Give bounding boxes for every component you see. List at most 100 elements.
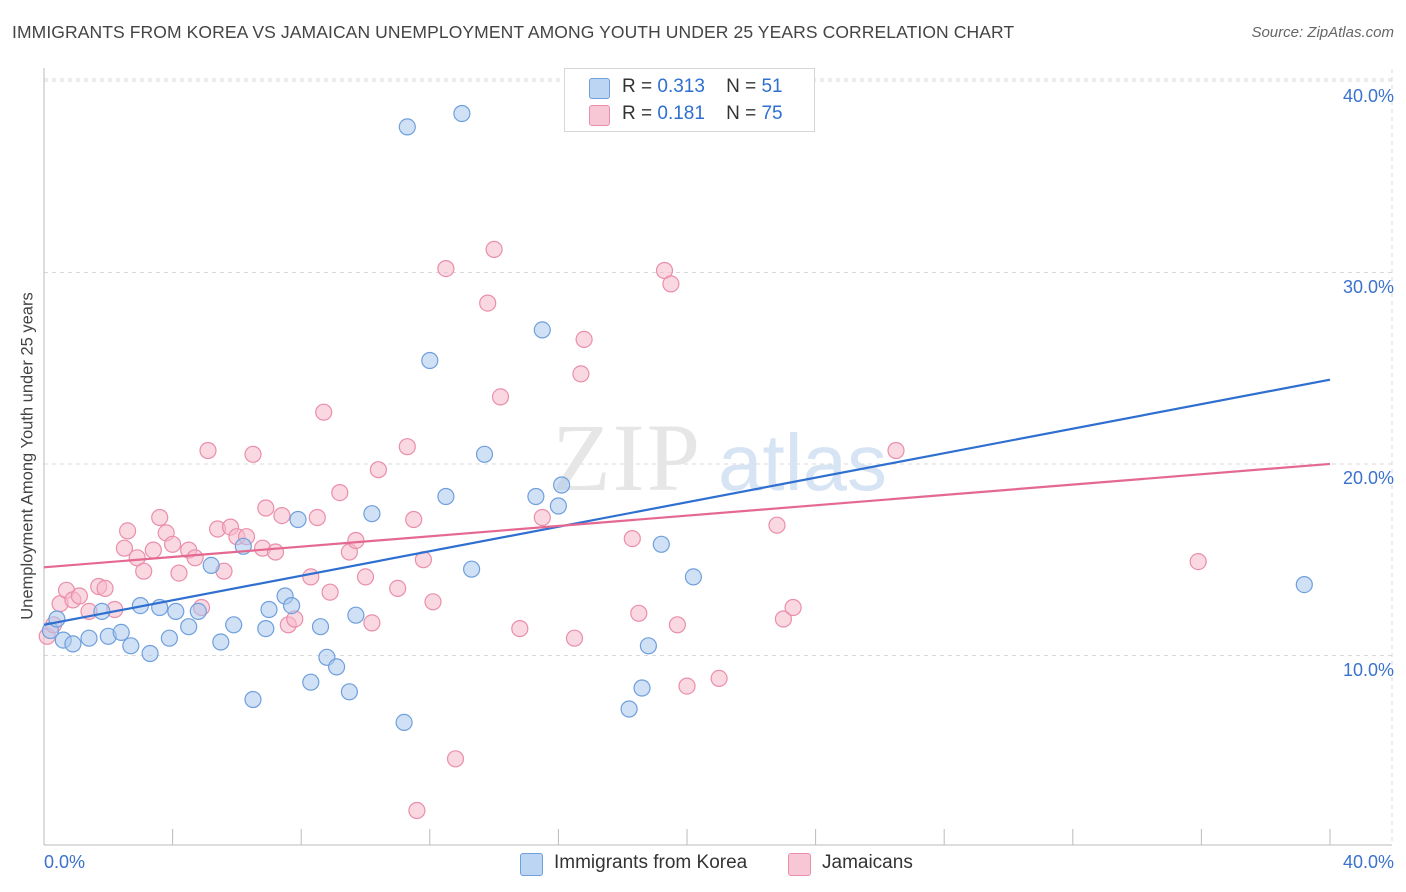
jamaica-point-38 (321, 583, 339, 601)
korea-point-45 (633, 679, 651, 697)
jamaica-point-20 (186, 549, 204, 567)
jamaica-point-69 (774, 610, 793, 628)
x-tick-label-min: 0.0% (44, 852, 86, 872)
korea-point-27 (311, 618, 330, 636)
korea-point-46 (639, 637, 658, 655)
korea-point-33 (395, 713, 413, 732)
jamaica-point-44 (369, 461, 387, 479)
korea-point-39 (475, 445, 494, 463)
jamaica-point-65 (668, 616, 687, 634)
jamaica-point-18 (170, 564, 188, 582)
jamaica-point-52 (446, 750, 465, 768)
jamaica-point-61 (623, 529, 641, 548)
jamaica-point-5 (70, 587, 89, 605)
korea-point-13 (167, 602, 185, 621)
korea-point-25 (289, 510, 307, 529)
korea-r-label: R = (622, 76, 653, 97)
jamaica-point-17 (164, 535, 182, 553)
korea-point-22 (260, 600, 278, 619)
korea-point-16 (202, 556, 220, 575)
jamaica-point-31 (266, 543, 285, 561)
y-tick-label-40: 40.0% (1342, 86, 1394, 106)
jamaica-point-68 (768, 516, 786, 534)
grid (44, 69, 1393, 845)
korea-point-38 (463, 560, 481, 578)
jamaica-point-35 (302, 568, 320, 586)
jamaica-point-46 (398, 438, 416, 456)
korea-point-48 (684, 568, 703, 586)
jamaica-point-59 (572, 365, 590, 383)
korea-point-8 (122, 637, 140, 655)
jamaica-point-10 (115, 539, 134, 557)
korea-point-47 (652, 535, 670, 553)
jamaica-point-36 (308, 508, 326, 527)
jamaica-swatch (589, 105, 610, 126)
jamaica-point-43 (363, 614, 381, 632)
trend-lines (43, 378, 1331, 626)
jamaica-point-45 (389, 579, 407, 598)
jamaica-trend-line (43, 462, 1331, 569)
jamaica-point-62 (630, 604, 648, 622)
korea-point-4 (80, 629, 98, 647)
stats-legend: R = 0.313 N = 51 R = 0.181 N = 75 (564, 68, 815, 132)
bottom-jamaica-label: Jamaicans (822, 852, 913, 873)
korea-point-26 (302, 673, 320, 691)
jamaica-point-14 (144, 541, 162, 559)
jamaica-point-54 (485, 240, 503, 258)
jamaica-point-22 (199, 441, 217, 460)
korea-point-1 (48, 610, 66, 628)
korea-point-37 (453, 104, 471, 123)
watermark: ZIP atlas (552, 404, 887, 511)
chart-title: IMMIGRANTS FROM KOREA VS JAMAICAN UNEMPL… (12, 22, 1015, 42)
axes (43, 68, 1392, 846)
jamaica-point-50 (424, 593, 442, 611)
jamaica-point-70 (784, 598, 802, 617)
korea-point-3 (64, 635, 82, 653)
korea-r-value: 0.313 (657, 76, 705, 97)
jamaica-point-51 (437, 260, 455, 278)
bottom-jamaica-swatch (788, 853, 811, 876)
bottom-korea-swatch (520, 853, 543, 876)
jamaica-point-37 (315, 403, 333, 421)
jamaica-point-8 (96, 579, 114, 598)
korea-point-49 (1295, 575, 1313, 594)
korea-point-42 (549, 497, 568, 515)
jamaica-point-58 (565, 629, 584, 647)
korea-point-20 (244, 690, 262, 709)
korea-point-15 (189, 602, 207, 621)
korea-point-36 (437, 487, 455, 506)
jamaica-point-48 (408, 801, 426, 820)
jamaica-points (38, 240, 1207, 820)
jamaica-point-42 (356, 568, 375, 586)
korea-point-34 (398, 118, 416, 136)
watermark-atlas: atlas (718, 418, 887, 507)
jamaica-point-71 (887, 441, 905, 460)
korea-point-7 (112, 623, 130, 642)
jamaica-r-label: R = (622, 103, 653, 124)
jamaica-r-value: 0.181 (657, 103, 705, 124)
jamaica-point-72 (1189, 552, 1207, 571)
jamaica-point-30 (257, 499, 275, 517)
korea-point-17 (212, 633, 230, 651)
jamaica-point-67 (710, 669, 728, 688)
korea-swatch (589, 78, 610, 99)
korea-point-24 (283, 596, 301, 615)
jamaica-point-53 (479, 294, 497, 312)
jamaica-n-value: 75 (761, 103, 783, 124)
source-label: Source: ZipAtlas.com (1251, 24, 1394, 41)
korea-point-21 (257, 619, 275, 638)
jamaica-point-47 (405, 510, 423, 529)
jamaica-point-57 (533, 508, 551, 527)
y-tick-label-10: 10.0% (1342, 660, 1394, 680)
bottom-korea-label: Immigrants from Korea (554, 852, 748, 873)
korea-point-12 (160, 629, 178, 647)
korea-point-35 (421, 351, 439, 370)
korea-point-29 (328, 658, 346, 676)
jamaica-point-28 (244, 445, 262, 463)
jamaica-point-56 (511, 619, 529, 638)
korea-point-5 (93, 602, 111, 621)
y-axis-title: Unemployment Among Youth under 25 years (18, 292, 37, 620)
y-tick-label-20: 20.0% (1342, 468, 1394, 488)
jamaica-point-64 (662, 275, 680, 293)
